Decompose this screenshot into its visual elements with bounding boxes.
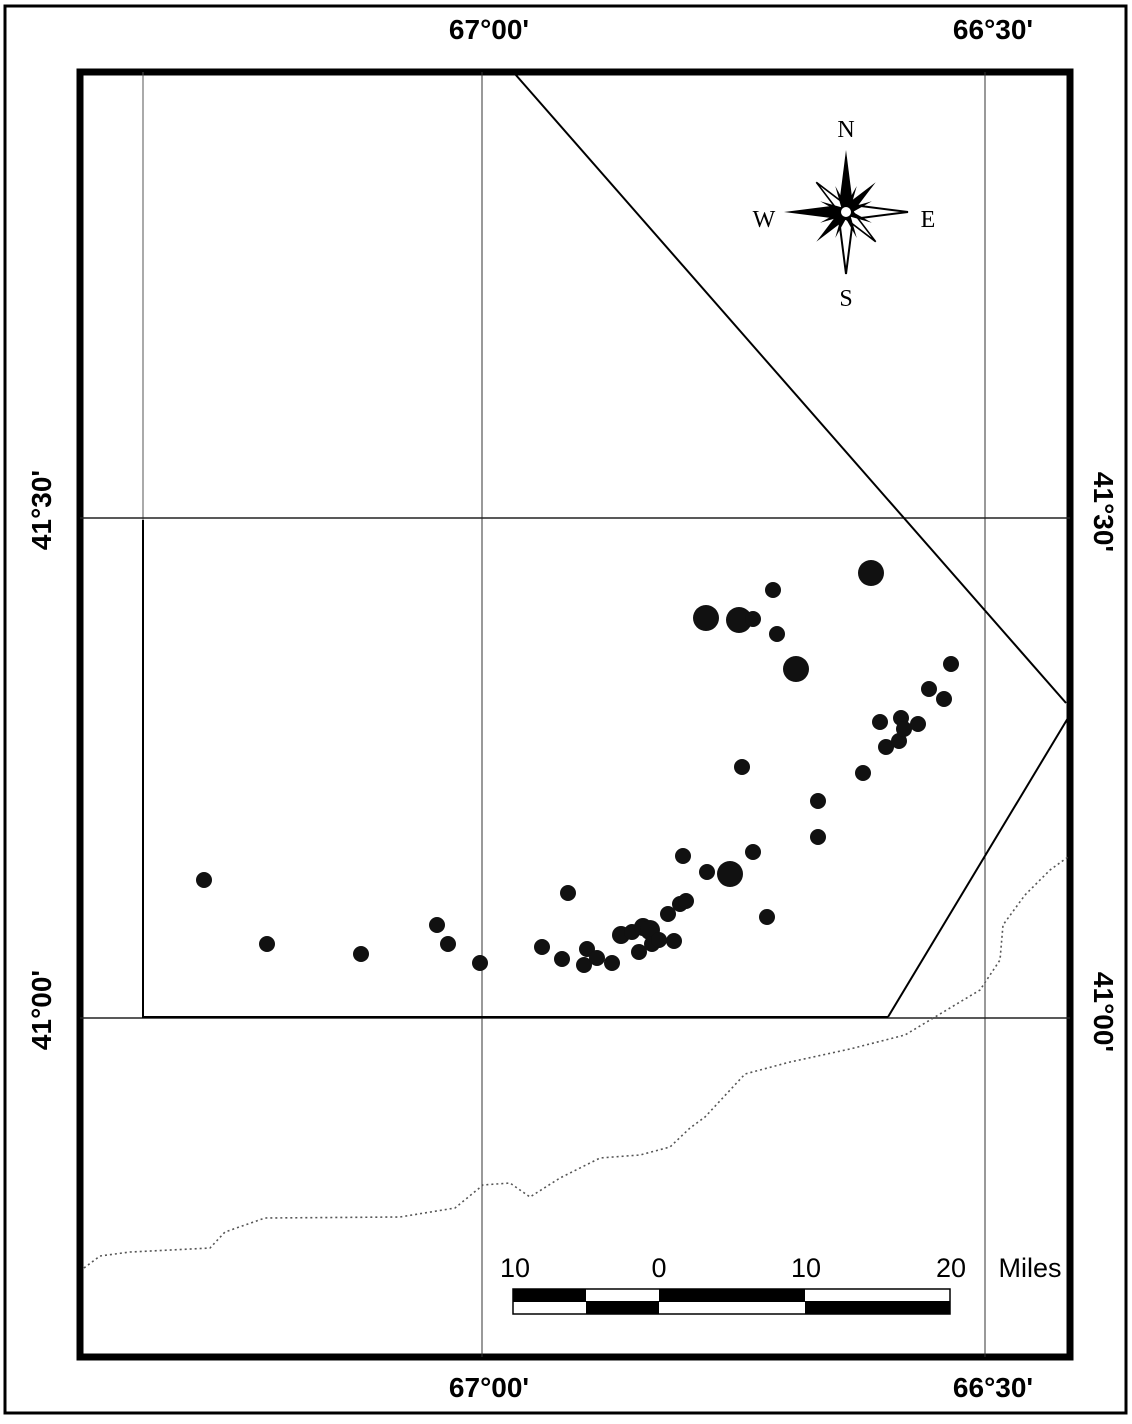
sample-point <box>631 944 647 960</box>
sample-point <box>891 733 907 749</box>
scale-seg <box>659 1289 805 1301</box>
outer-frame <box>3 4 1128 1415</box>
map-frame <box>76 68 1074 1361</box>
scale-label-0: 0 <box>651 1253 667 1283</box>
lat-label-41-30-left: 41°30' <box>26 469 57 551</box>
lat-label-41-00-left: 41°00' <box>26 969 57 1051</box>
sample-point <box>678 893 694 909</box>
lon-label-66-30-top: 66°30' <box>952 14 1034 45</box>
sample-point <box>769 626 785 642</box>
scale-label-20: 20 <box>935 1253 967 1283</box>
sample-point <box>872 714 888 730</box>
sample-point <box>353 946 369 962</box>
compass-rose-icon <box>784 150 909 275</box>
sample-point <box>675 848 691 864</box>
sample-point <box>576 957 592 973</box>
lon-label-67-00-bottom: 67°00' <box>448 1372 530 1403</box>
lat-label-41-00-right: 41°00' <box>1088 971 1119 1053</box>
sample-point <box>651 932 667 948</box>
sample-point <box>878 739 894 755</box>
sample-point <box>259 936 275 952</box>
scale-label-10-left: 10 <box>499 1253 531 1283</box>
sample-point <box>810 793 826 809</box>
sample-point <box>717 861 743 887</box>
sample-point <box>745 611 761 627</box>
sample-point <box>745 844 761 860</box>
sample-point <box>936 691 952 707</box>
lat-label-41-30-right: 41°30' <box>1088 471 1119 553</box>
sample-point <box>560 885 576 901</box>
scale-seg <box>586 1302 659 1314</box>
sample-point <box>726 607 752 633</box>
sample-point <box>759 909 775 925</box>
sample-point <box>554 951 570 967</box>
compass-e-label: E <box>920 207 936 233</box>
sample-point <box>896 721 912 737</box>
compass-s-label: S <box>839 286 853 312</box>
sample-point <box>604 955 620 971</box>
sample-point <box>858 560 884 586</box>
diagonal-boundary-lower <box>887 717 1069 1018</box>
sample-point <box>765 582 781 598</box>
compass-n-label: N <box>837 117 855 143</box>
sample-point <box>196 872 212 888</box>
sample-point <box>699 864 715 880</box>
lon-label-66-30-bottom: 66°30' <box>952 1372 1034 1403</box>
sample-point <box>855 765 871 781</box>
sample-point <box>910 716 926 732</box>
sample-point <box>943 656 959 672</box>
diagonal-boundary-upper <box>514 73 1067 704</box>
sample-point <box>921 681 937 697</box>
sample-point <box>472 955 488 971</box>
lon-label-67-00-top: 67°00' <box>448 14 530 45</box>
scale-bar <box>512 1288 951 1315</box>
sample-points <box>196 560 959 973</box>
sample-point <box>440 936 456 952</box>
sample-point <box>734 759 750 775</box>
sample-point <box>693 605 719 631</box>
scale-unit-label: Miles <box>998 1253 1062 1283</box>
scale-seg <box>805 1302 950 1314</box>
sample-point <box>534 939 550 955</box>
scale-seg <box>513 1289 586 1301</box>
compass-w-label: W <box>752 207 776 233</box>
scale-label-10: 10 <box>790 1253 822 1283</box>
dotted-contour <box>83 856 1069 1269</box>
sample-point <box>429 917 445 933</box>
sample-point <box>589 950 605 966</box>
study-area-boundary <box>142 520 888 1018</box>
sample-point <box>660 906 676 922</box>
sample-point <box>810 829 826 845</box>
sample-point <box>783 656 809 682</box>
sample-point <box>666 933 682 949</box>
